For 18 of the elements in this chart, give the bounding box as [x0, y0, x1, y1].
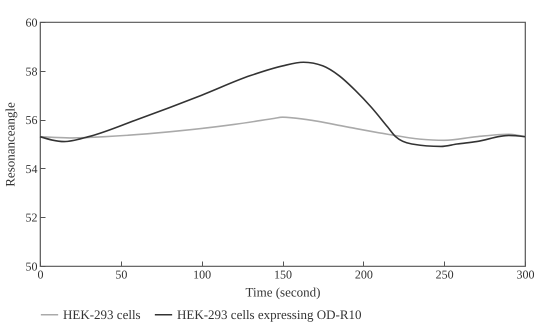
x-tick-label: 150	[274, 268, 292, 282]
y-tick-label: 60	[26, 16, 38, 30]
x-tick-label: 0	[38, 268, 44, 282]
x-tick-label: 300	[516, 268, 534, 282]
y-tick-label: 52	[26, 210, 38, 225]
x-tick-label: 100	[193, 268, 212, 282]
legend-label: HEK-293 cells	[63, 306, 141, 322]
line-series	[39, 116, 526, 142]
x-tick-label: 250	[436, 268, 454, 282]
y-axis-title: Resonanceangle	[2, 102, 18, 187]
y-tick-label: 56	[26, 113, 38, 128]
line-series	[39, 61, 526, 148]
y-tick-label: 58	[26, 64, 38, 78]
x-tick-label: 200	[354, 268, 373, 282]
legend-label: HEK-293 cells expressing OD-R10	[177, 306, 362, 322]
x-tick-label: 50	[115, 268, 128, 282]
x-axis-title: Time (second)	[246, 284, 320, 300]
y-tick-label: 54	[26, 162, 38, 176]
